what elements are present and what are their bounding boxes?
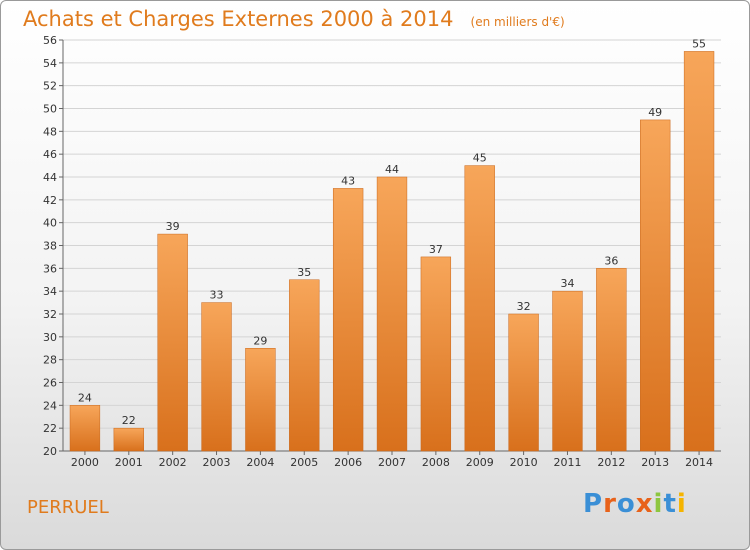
value-label-2005: 35 [297,266,311,279]
bar-2014 [683,51,715,452]
x-tick-label-2002: 2002 [159,456,187,469]
y-tick-label: 22 [43,422,57,435]
value-label-2010: 32 [517,300,531,313]
y-tick-label: 26 [43,377,57,390]
bar-2007 [376,176,408,452]
bar-2003 [201,302,232,452]
logo-letter: P [583,489,604,519]
y-tick-label: 30 [43,331,57,344]
value-label-2002: 39 [166,220,180,233]
y-tick-label: 24 [43,399,57,412]
value-label-2008: 37 [429,243,443,256]
y-tick-label: 46 [43,148,57,161]
logo-letter: i [676,489,687,519]
x-tick-label-2013: 2013 [641,456,669,469]
y-tick-label: 28 [43,354,57,367]
x-tick-label-2012: 2012 [597,456,625,469]
title-row: Achats et Charges Externes 2000 à 2014 (… [23,7,565,31]
value-label-2009: 45 [473,152,487,165]
chart-title: Achats et Charges Externes 2000 à 2014 [23,7,454,31]
x-tick-label-2011: 2011 [553,456,581,469]
logo-letter: t [663,489,677,519]
bar-2008 [420,256,452,452]
bar-2013 [640,119,671,452]
bar-2006 [332,188,364,452]
x-tick-label-2014: 2014 [685,456,713,469]
x-tick-label-2009: 2009 [466,456,494,469]
value-label-2006: 43 [341,174,355,187]
value-label-2001: 22 [122,414,136,427]
x-tick-label-2006: 2006 [334,456,362,469]
y-tick-label: 36 [43,262,57,275]
y-tick-label: 50 [43,103,57,116]
logo-letter: x [635,489,654,519]
bars [69,51,715,452]
value-label-2011: 34 [560,277,574,290]
x-tick-label-2007: 2007 [378,456,406,469]
proxiti-logo: Proxiti [583,489,687,519]
bar-2001 [113,427,144,452]
bar-2002 [157,233,188,452]
y-tick-label: 38 [43,240,57,253]
value-label-2014: 55 [692,37,706,50]
x-tick-label-2001: 2001 [115,456,143,469]
value-label-2000: 24 [78,391,92,404]
y-tick-label: 42 [43,194,57,207]
x-tick-label-2004: 2004 [246,456,274,469]
value-label-2012: 36 [604,254,618,267]
y-tick-label: 54 [43,57,57,70]
bar-2000 [69,405,101,452]
value-label-2003: 33 [210,289,224,302]
y-tick-label: 48 [43,125,57,138]
logo-letter: o [616,489,636,519]
value-label-2004: 29 [253,334,267,347]
bar-2004 [245,348,276,452]
bar-2009 [464,165,495,452]
x-tick-label-2005: 2005 [290,456,318,469]
logo-letter: r [603,489,617,519]
value-label-2007: 44 [385,163,399,176]
value-label-2013: 49 [648,106,662,119]
commune-name: PERRUEL [27,497,109,518]
labels: 20 22 24 26 28 30 32 34 36 38 40 42 44 46 48 50 52 54 56 24… [43,34,713,469]
y-tick-label: 32 [43,308,57,321]
chart-subtitle: (en milliers d'€) [470,15,565,29]
y-tick-label: 20 [43,445,57,458]
bar-2012 [596,268,627,452]
y-tick-label: 40 [43,217,57,230]
y-tick-label: 44 [43,171,57,184]
y-tick-label: 56 [43,34,57,47]
y-tick-label: 34 [43,285,57,298]
x-tick-label-2003: 2003 [203,456,231,469]
x-tick-label-2008: 2008 [422,456,450,469]
x-tick-label-2010: 2010 [510,456,538,469]
x-tick-label-2000: 2000 [71,456,99,469]
bar-2011 [552,290,583,452]
bar-2005 [289,279,320,452]
logo-letter: i [653,489,664,519]
y-tick-label: 52 [43,80,57,93]
bar-2010 [508,313,539,452]
